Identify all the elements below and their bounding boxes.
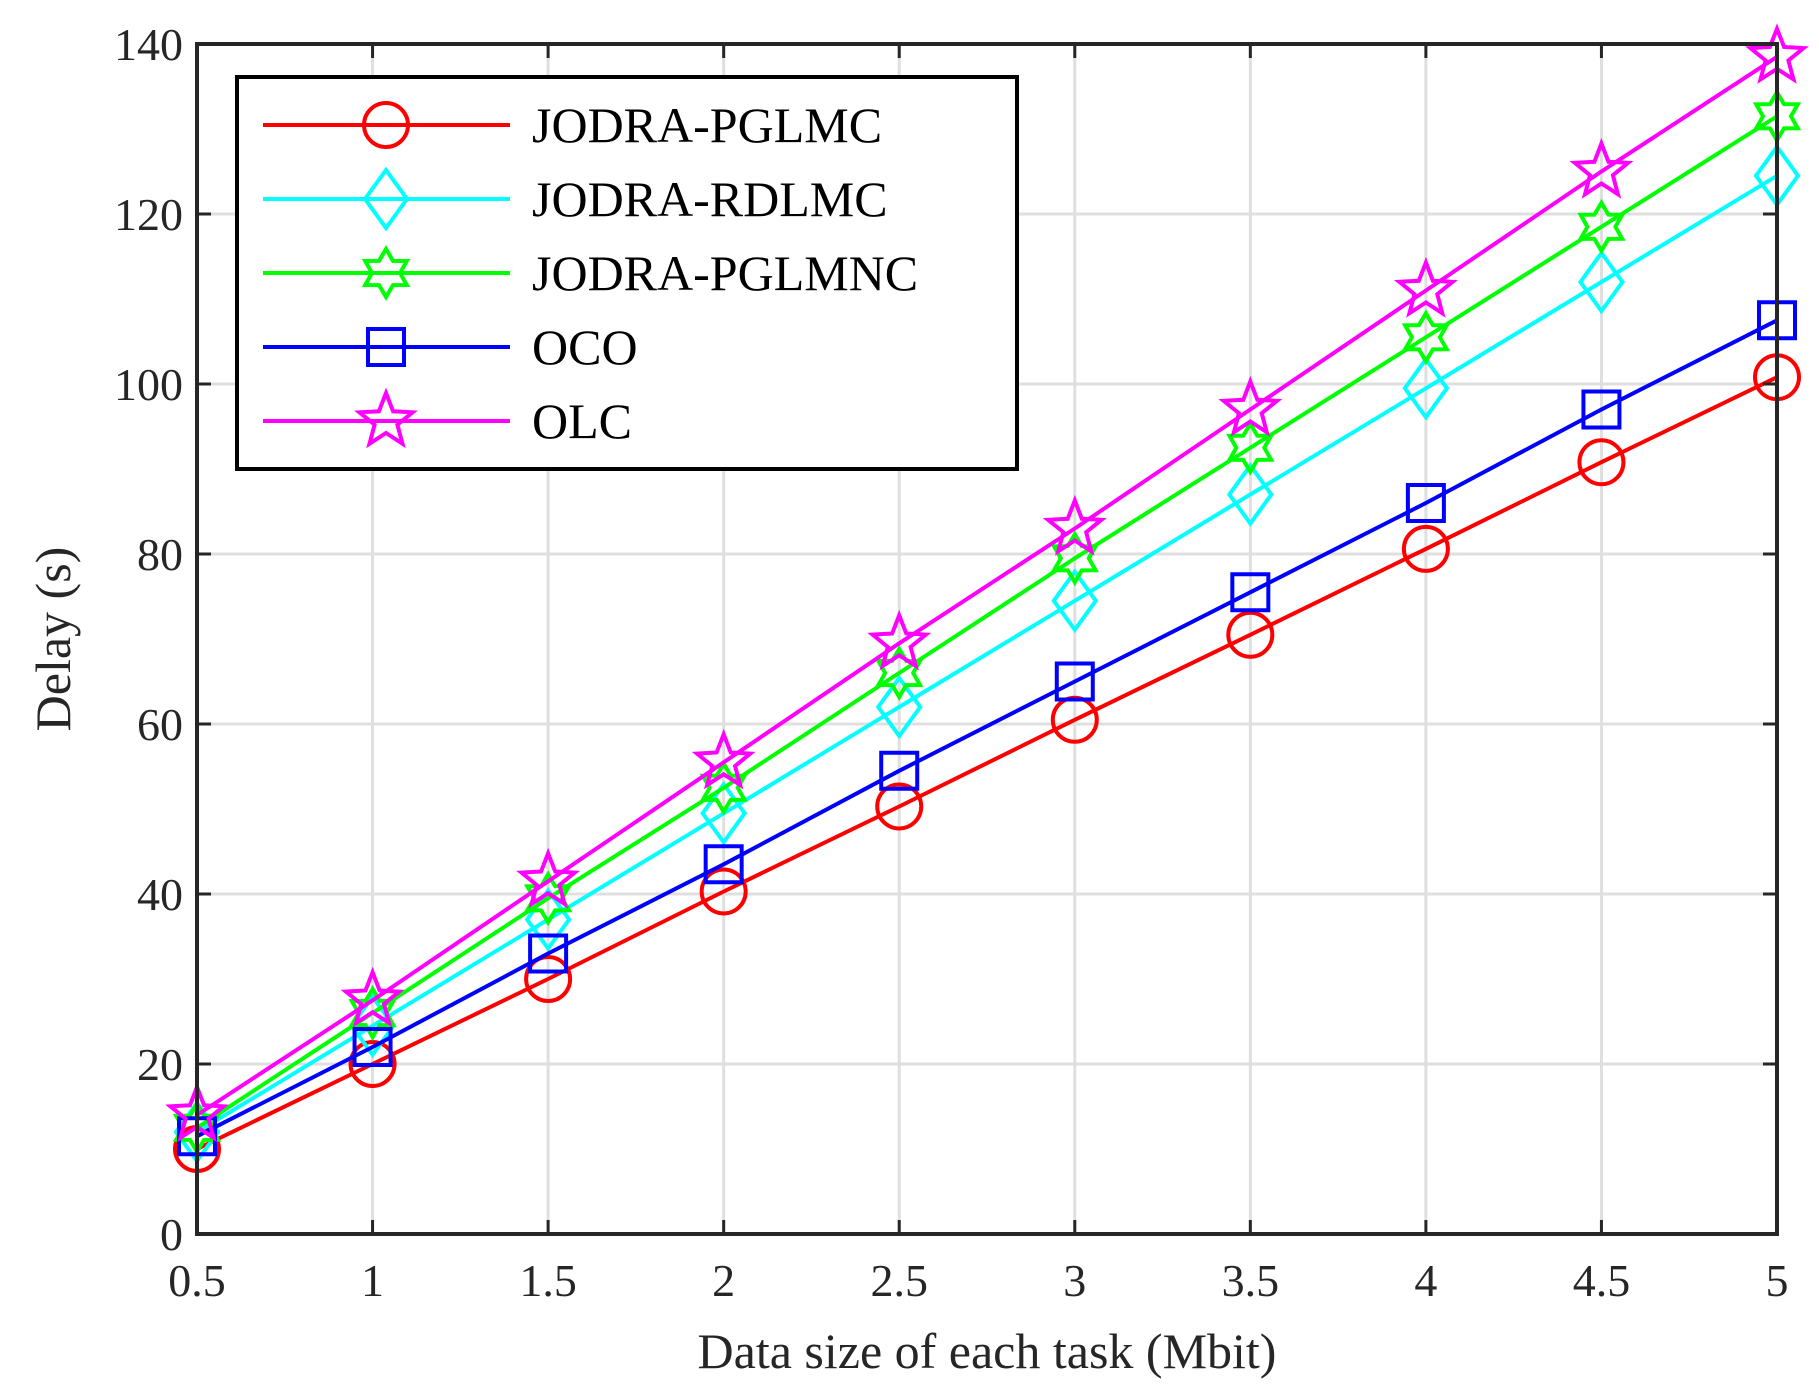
data-point-oco (879, 750, 920, 791)
x-tick-label: 3 (1063, 1255, 1086, 1306)
series-line-jodra-rdlmc (195, 174, 1779, 1134)
data-point-olc (516, 847, 580, 909)
data-point-olc (1042, 494, 1107, 556)
data-point-olc (1569, 137, 1634, 199)
data-point-jodra-rdlmc (1577, 249, 1625, 315)
data-point-jodra-pglmc (699, 867, 748, 916)
axes: 0.5 1 1.5 2 2.5 3 3.5 4 4.5 5 0 20 40 60 80 100 120 140 (114, 19, 1789, 1306)
data-point-jodra-pglmc (524, 955, 573, 1003)
legend-label: JODRA-RDLMC (532, 171, 888, 227)
series-line-jodra-pglmc (196, 375, 1778, 1151)
x-tick-label: 4 (1414, 1255, 1437, 1306)
data-point-olc (1394, 256, 1458, 318)
data-point-jodra-pglmc (1401, 524, 1450, 573)
x-tick-label: 2 (712, 1255, 735, 1306)
data-point-oco (1405, 483, 1446, 523)
data-point-olc (867, 609, 932, 671)
data-point-jodra-rdlmc (1051, 568, 1099, 634)
legend-marker (362, 101, 410, 149)
data-point-jodra-rdlmc (700, 780, 748, 846)
y-tick-label: 20 (137, 1039, 183, 1090)
axes-box (195, 42, 1779, 1236)
legend-label: JODRA-PGLMNC (532, 245, 918, 301)
series-line-jodra-pglmnc (195, 114, 1779, 1130)
data-point-jodra-rdlmc (1226, 462, 1274, 527)
data-point-jodra-pglmnc (1577, 198, 1626, 255)
data-point-oco (528, 933, 569, 974)
data-point-olc (691, 728, 756, 790)
data-point-jodra-pglmnc (874, 645, 924, 701)
data-point-jodra-pglmc (348, 1040, 397, 1088)
x-tick-label: 2.5 (870, 1255, 928, 1306)
data-point-jodra-pglmc (1577, 438, 1626, 487)
data-point-jodra-pglmnc (523, 870, 573, 927)
data-point-jodra-pglmnc (1226, 419, 1275, 476)
legend-marker (361, 245, 411, 301)
legend-label: JODRA-PGLMC (532, 97, 882, 153)
data-point-olc (340, 966, 405, 1028)
y-tick-label: 120 (114, 189, 183, 240)
x-tick-label: 4.5 (1573, 1255, 1631, 1306)
y-axis-title: Delay (s) (25, 547, 81, 732)
data-point-jodra-pglmnc (348, 985, 397, 1041)
data-point-jodra-pglmc (1226, 610, 1275, 659)
series-line-olc (195, 55, 1779, 1117)
legend-label: OLC (532, 393, 632, 449)
y-tick-label: 140 (114, 19, 183, 70)
y-tick-label: 80 (137, 529, 183, 580)
legend-label: OCO (532, 319, 638, 375)
y-tick-label: 0 (160, 1209, 183, 1260)
x-tick-label: 5 (1766, 1255, 1789, 1306)
legend-marker (366, 327, 406, 367)
y-tick-label: 100 (114, 359, 183, 410)
data-point-jodra-pglmnc (1050, 530, 1100, 587)
legend: JODRA-PGLMC JODRA-RDLMC JODRA-PGLMNC OCO OLC (235, 75, 1019, 471)
legend-marker (354, 387, 418, 449)
data-point-oco (703, 844, 744, 885)
series-line-oco (196, 318, 1778, 1139)
data-point-jodra-pglmc (875, 782, 924, 831)
x-axis-title: Data size of each task (Mbit) (698, 1323, 1277, 1379)
data-point-oco (352, 1027, 393, 1067)
data-point-jodra-rdlmc (1402, 355, 1450, 421)
y-tick-label: 60 (137, 699, 183, 750)
x-tick-label: 0.5 (168, 1255, 226, 1306)
data-point-jodra-rdlmc (875, 674, 923, 740)
x-tick-label: 1 (361, 1255, 384, 1306)
x-tick-label: 1.5 (519, 1255, 577, 1306)
data-point-olc (1218, 375, 1283, 437)
y-tick-label: 40 (137, 869, 183, 920)
data-point-oco (1054, 661, 1095, 702)
legend-marker (362, 166, 410, 232)
data-point-oco (1581, 389, 1622, 430)
data-point-oco (1230, 572, 1271, 613)
data-point-jodra-pglmnc (1401, 309, 1451, 366)
x-tick-label: 3.5 (1222, 1255, 1280, 1306)
